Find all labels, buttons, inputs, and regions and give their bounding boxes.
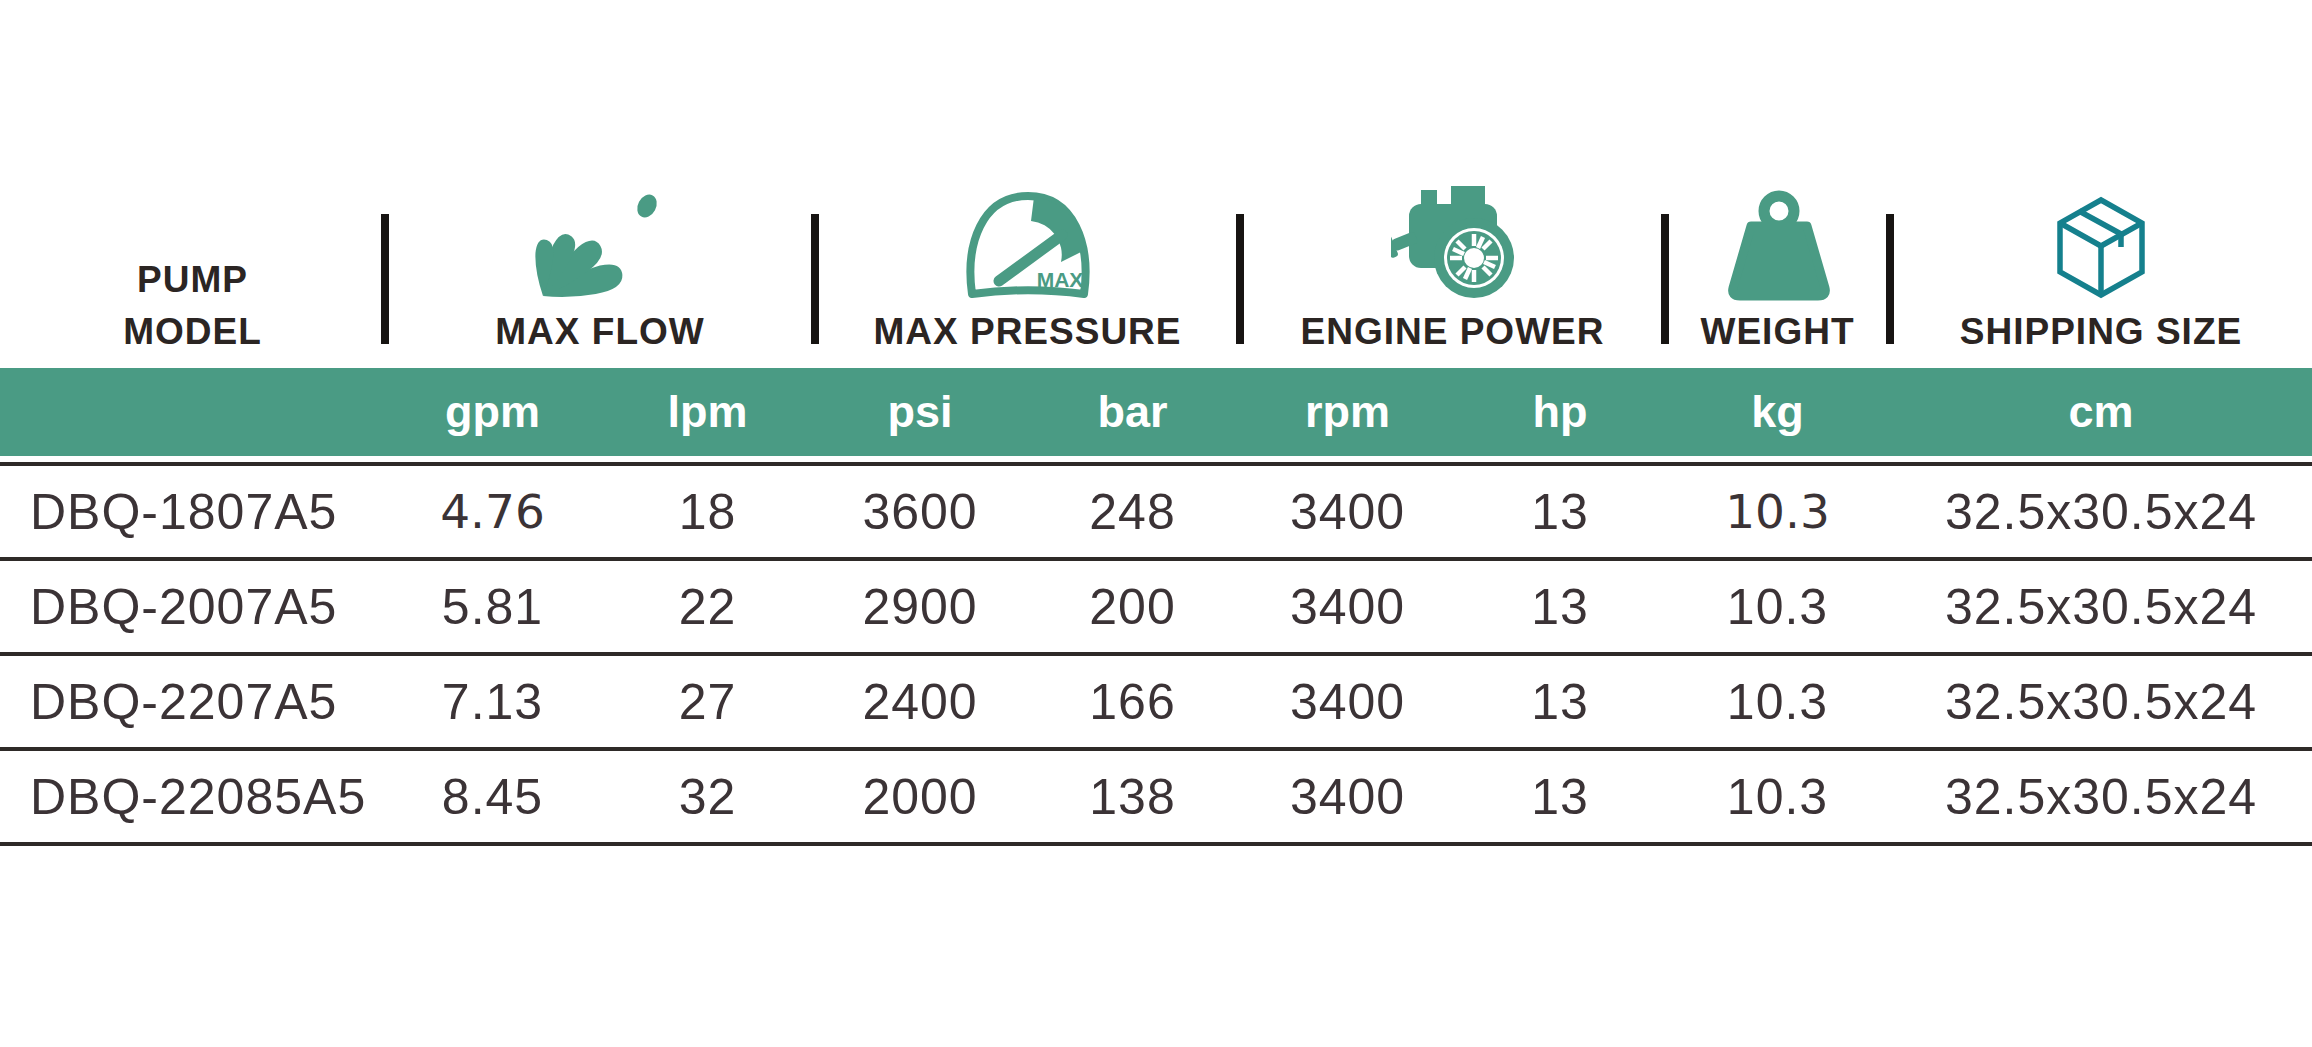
cell-rpm: 3400 — [1240, 578, 1455, 636]
cell-model: DBQ-2207A5 — [0, 673, 385, 731]
pressure-gauge-icon: MAX — [962, 188, 1094, 302]
units-bar: gpm lpm psi bar rpm hp kg cm — [0, 368, 2312, 456]
unit-bar: bar — [1025, 386, 1240, 438]
header-divider — [381, 214, 389, 344]
cell-lpm: 22 — [600, 578, 815, 636]
cell-psi: 2400 — [815, 673, 1025, 731]
pump-model-label: PUMP MODEL — [123, 254, 262, 358]
cell-cm: 32.5x30.5x24 — [1890, 673, 2312, 731]
cell-kg: 10.3 — [1665, 484, 1890, 539]
unit-gpm: gpm — [385, 386, 600, 438]
cell-rpm: 3400 — [1240, 673, 1455, 731]
unit-hp: hp — [1455, 386, 1665, 438]
cell-model: DBQ-22085A5 — [0, 768, 385, 826]
cell-lpm: 27 — [600, 673, 815, 731]
cell-rpm: 3400 — [1240, 483, 1455, 541]
cell-gpm: 5.81 — [385, 578, 600, 636]
engine-power-label: ENGINE POWER — [1301, 306, 1605, 358]
cell-kg: 10.3 — [1665, 768, 1890, 826]
table-body: DBQ-1807A5 4.76 18 3600 248 3400 13 10.3… — [0, 462, 2312, 846]
gauge-max-text: MAX — [1036, 268, 1083, 291]
cell-bar: 248 — [1025, 483, 1240, 541]
cell-hp: 13 — [1455, 768, 1665, 826]
water-splash-icon — [535, 188, 665, 302]
cell-hp: 13 — [1455, 673, 1665, 731]
weight-label: WEIGHT — [1701, 306, 1855, 358]
pump-model-label-line2: MODEL — [123, 306, 262, 358]
cell-gpm: 7.13 — [385, 673, 600, 731]
cell-kg: 10.3 — [1665, 673, 1890, 731]
header-divider — [1661, 214, 1669, 344]
cell-bar: 200 — [1025, 578, 1240, 636]
header-pump-model: PUMP MODEL — [0, 0, 385, 368]
header-max-flow: MAX FLOW — [385, 0, 815, 368]
table-row: DBQ-1807A5 4.76 18 3600 248 3400 13 10.3… — [0, 462, 2312, 557]
header-divider — [811, 214, 819, 344]
cell-model: DBQ-2007A5 — [0, 578, 385, 636]
cell-rpm: 3400 — [1240, 768, 1455, 826]
cell-hp: 13 — [1455, 578, 1665, 636]
cell-cm: 32.5x30.5x24 — [1890, 578, 2312, 636]
cell-gpm: 4.76 — [385, 484, 600, 539]
cell-gpm: 8.45 — [385, 768, 600, 826]
header-shipping-size: SHIPPING SIZE — [1890, 0, 2312, 368]
cell-lpm: 32 — [600, 768, 815, 826]
cell-cm: 32.5x30.5x24 — [1890, 768, 2312, 826]
cell-bar: 166 — [1025, 673, 1240, 731]
max-flow-label: MAX FLOW — [495, 306, 704, 358]
pump-model-label-line1: PUMP — [123, 254, 262, 306]
unit-psi: psi — [815, 386, 1025, 438]
cell-lpm: 18 — [600, 483, 815, 541]
header-weight: WEIGHT — [1665, 0, 1890, 368]
header-max-pressure: MAX MAX PRESSURE — [815, 0, 1240, 368]
header-divider — [1886, 214, 1894, 344]
header-divider — [1236, 214, 1244, 344]
shipping-box-icon — [2045, 194, 2157, 302]
cell-model: DBQ-1807A5 — [0, 483, 385, 541]
unit-lpm: lpm — [600, 386, 815, 438]
pump-spec-sheet: PUMP MODEL MAX — [0, 0, 2312, 1047]
table-row: DBQ-22085A5 8.45 32 2000 138 3400 13 10.… — [0, 747, 2312, 842]
cell-psi: 2900 — [815, 578, 1025, 636]
cell-psi: 3600 — [815, 483, 1025, 541]
cell-bar: 138 — [1025, 768, 1240, 826]
shipping-size-label: SHIPPING SIZE — [1960, 306, 2242, 358]
cell-kg: 10.3 — [1665, 578, 1890, 636]
table-row: DBQ-2007A5 5.81 22 2900 200 3400 13 10.3… — [0, 557, 2312, 652]
cell-cm: 32.5x30.5x24 — [1890, 483, 2312, 541]
engine-icon — [1391, 184, 1515, 302]
header-engine-power: ENGINE POWER — [1240, 0, 1665, 368]
unit-cm: cm — [1890, 386, 2312, 438]
cell-hp: 13 — [1455, 483, 1665, 541]
unit-kg: kg — [1665, 386, 1890, 438]
unit-rpm: rpm — [1240, 386, 1455, 438]
cell-psi: 2000 — [815, 768, 1025, 826]
max-pressure-label: MAX PRESSURE — [873, 306, 1181, 358]
table-row: DBQ-2207A5 7.13 27 2400 166 3400 13 10.3… — [0, 652, 2312, 747]
weight-icon — [1719, 190, 1837, 302]
table-header: PUMP MODEL MAX — [0, 0, 2312, 368]
